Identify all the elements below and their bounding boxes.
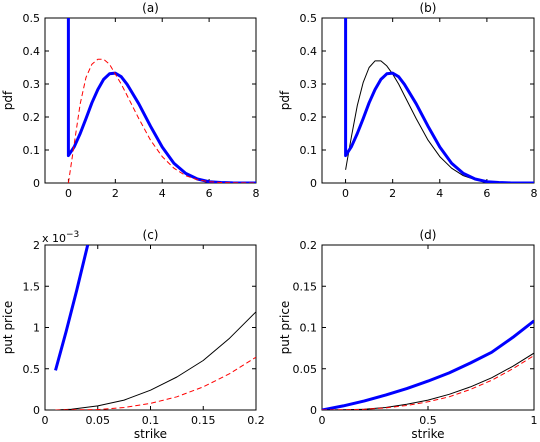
y-tick-label-d: 0.15 — [293, 280, 318, 293]
plot-frame-a — [44, 17, 257, 184]
series-line-d-3 — [322, 355, 534, 410]
y-tick-label-a: 0.4 — [23, 45, 41, 58]
y-axis-label-d: put price — [278, 301, 292, 355]
x-tick-label-b: 8 — [531, 187, 538, 200]
plot-frame-c — [44, 244, 257, 411]
y-tick-label-a: 0.2 — [23, 111, 41, 124]
panel-d: 0 0.5 1 0 0.05 0.1 0.15 0.2 (d) put price strike — [278, 228, 538, 441]
y-tick-label-c: 1.5 — [23, 280, 41, 293]
x-tick-label-b: 4 — [436, 187, 443, 200]
plot-frame-b — [321, 17, 535, 184]
x-tick-label-d: 1 — [531, 414, 538, 427]
panel-title-a: (a) — [142, 1, 159, 15]
series-line-c-2 — [55, 311, 256, 410]
panel-title-d: (d) — [420, 228, 437, 242]
y-tick-label-d: 0 — [310, 404, 317, 417]
x-tick-label-c: 0.1 — [142, 414, 160, 427]
x-tick-label-a: 8 — [253, 187, 260, 200]
y-tick-label-d: 0.05 — [293, 363, 318, 376]
y-tick-label-b: 0.4 — [300, 45, 318, 58]
y-tick-label-b: 0.1 — [300, 144, 318, 157]
x-tick-label-c: 0.05 — [86, 414, 111, 427]
x-tick-label-a: 0 — [65, 187, 72, 200]
y-tick-label-d: 0.2 — [300, 239, 318, 252]
x-tick-label-d: 0 — [319, 414, 326, 427]
series-line-a-2 — [67, 58, 256, 183]
x-axis-label-d: strike — [411, 427, 444, 441]
series-line-b-2 — [344, 18, 534, 183]
y-tick-label-d: 0.1 — [300, 322, 318, 335]
x-tick-label-c: 0.15 — [191, 414, 216, 427]
series-line-c-1 — [54, 245, 90, 371]
y-axis-label-a: pdf — [1, 90, 15, 110]
panel-b: 0 2 4 6 8 0 0.1 0.2 0.3 0.4 0.5 (b) pdf — [278, 1, 538, 200]
series-line-d-1 — [322, 319, 534, 410]
y-tick-label-b: 0.3 — [300, 78, 318, 91]
y-tick-label-a: 0 — [33, 177, 40, 190]
x-tick-label-a: 4 — [159, 187, 166, 200]
x-tick-label-c: 0.2 — [247, 414, 265, 427]
plot-frame-d — [321, 244, 535, 411]
y-tick-label-a: 0.5 — [23, 12, 41, 25]
y-tick-label-a: 0.3 — [23, 78, 41, 91]
panel-a: 0 2 4 6 8 0 0.1 0.2 0.3 0.4 0.5 (a) pdf — [1, 1, 260, 200]
x-tick-label-d: 0.5 — [419, 414, 437, 427]
x-tick-label-a: 6 — [206, 187, 213, 200]
y-axis-exponent-c: x 10−3 — [42, 230, 79, 245]
x-tick-label-b: 6 — [483, 187, 490, 200]
x-tick-label-a: 2 — [112, 187, 119, 200]
x-tick-label-b: 2 — [389, 187, 396, 200]
x-axis-label-c: strike — [134, 427, 167, 441]
y-tick-label-c: 0.5 — [23, 363, 41, 376]
y-tick-label-c: 2 — [33, 239, 40, 252]
y-tick-label-b: 0.2 — [300, 111, 318, 124]
panel-c: 0 0.05 0.1 0.15 0.2 0 0.5 1 1.5 2 (c) put price stri… — [1, 228, 265, 441]
y-tick-label-b: 0.5 — [300, 12, 318, 25]
panel-title-b: (b) — [420, 1, 437, 15]
y-tick-label-b: 0 — [310, 177, 317, 190]
y-axis-label-c: put price — [1, 301, 15, 355]
x-tick-label-b: 0 — [342, 187, 349, 200]
y-tick-label-a: 0.1 — [23, 144, 41, 157]
panel-title-c: (c) — [143, 228, 159, 242]
x-tick-label-c: 0 — [42, 414, 49, 427]
y-axis-label-b: pdf — [278, 90, 292, 110]
y-tick-label-c: 1 — [33, 322, 40, 335]
y-tick-label-c: 0 — [33, 404, 40, 417]
